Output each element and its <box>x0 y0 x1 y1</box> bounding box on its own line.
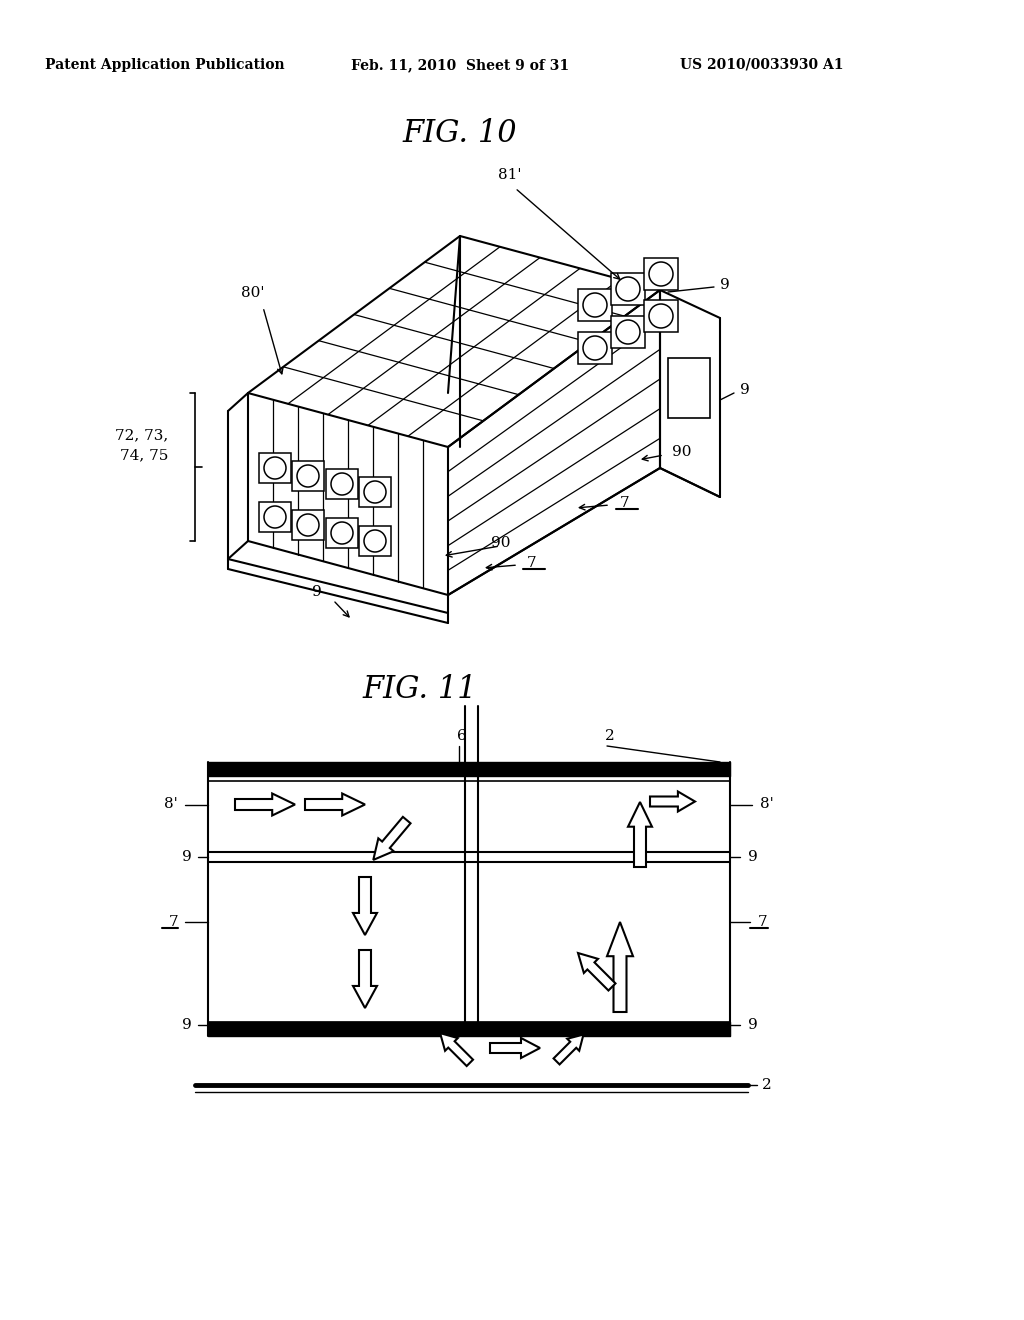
Text: 7: 7 <box>527 556 537 570</box>
Text: 9: 9 <box>182 850 193 865</box>
Polygon shape <box>374 817 411 859</box>
Bar <box>359 525 391 556</box>
Bar <box>578 333 612 364</box>
Bar <box>644 257 678 290</box>
Text: 9: 9 <box>182 1018 193 1032</box>
Text: 7: 7 <box>758 915 768 929</box>
Polygon shape <box>305 793 365 816</box>
Bar <box>326 469 358 499</box>
Bar <box>326 517 358 548</box>
Bar <box>611 273 645 305</box>
Text: 74, 75: 74, 75 <box>120 447 168 462</box>
Text: 8': 8' <box>164 797 178 812</box>
Bar <box>292 510 324 540</box>
Text: 2: 2 <box>762 1078 772 1092</box>
Polygon shape <box>628 803 652 867</box>
Text: 80': 80' <box>242 286 265 300</box>
Text: 90: 90 <box>490 536 510 550</box>
Text: FIG. 11: FIG. 11 <box>362 675 477 705</box>
Polygon shape <box>607 921 633 1012</box>
Text: FIG. 10: FIG. 10 <box>402 117 517 149</box>
Text: Patent Application Publication: Patent Application Publication <box>45 58 285 73</box>
Polygon shape <box>440 1034 473 1067</box>
Text: 9: 9 <box>748 850 758 865</box>
Bar <box>259 502 291 532</box>
Text: 9: 9 <box>312 585 322 599</box>
Text: 9: 9 <box>748 1018 758 1032</box>
Polygon shape <box>554 1035 584 1064</box>
Polygon shape <box>650 792 695 812</box>
Bar <box>259 453 291 483</box>
Text: 7: 7 <box>168 915 178 929</box>
Bar <box>578 289 612 321</box>
Bar <box>292 461 324 491</box>
Text: US 2010/0033930 A1: US 2010/0033930 A1 <box>680 58 844 73</box>
Polygon shape <box>578 953 615 990</box>
Text: 90: 90 <box>672 445 691 459</box>
Text: 8': 8' <box>760 797 774 812</box>
Text: 81': 81' <box>499 168 522 182</box>
Polygon shape <box>353 950 377 1008</box>
Text: 6: 6 <box>457 729 467 743</box>
Polygon shape <box>353 876 377 935</box>
Polygon shape <box>234 793 295 816</box>
Text: 2: 2 <box>605 729 614 743</box>
Text: 9: 9 <box>740 383 750 397</box>
Polygon shape <box>490 1038 540 1059</box>
Text: Feb. 11, 2010  Sheet 9 of 31: Feb. 11, 2010 Sheet 9 of 31 <box>351 58 569 73</box>
Text: 9: 9 <box>720 279 730 292</box>
Bar <box>644 300 678 333</box>
Text: 72, 73,: 72, 73, <box>115 428 168 442</box>
Bar <box>668 358 710 418</box>
Bar <box>359 477 391 507</box>
Bar <box>611 315 645 348</box>
Text: 7: 7 <box>620 496 630 510</box>
